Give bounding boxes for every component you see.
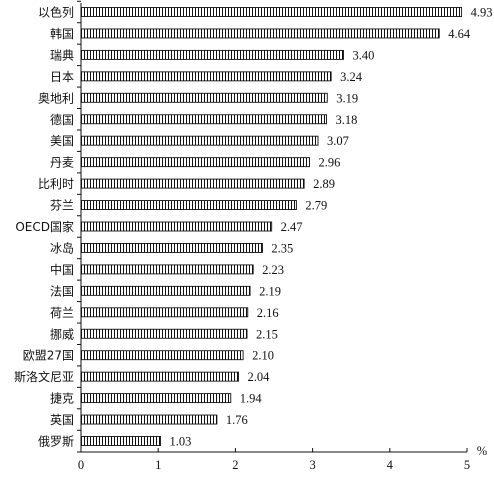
value-label: 1.94 <box>240 392 263 406</box>
bar <box>80 371 239 382</box>
bar <box>80 7 463 17</box>
bar <box>80 264 254 275</box>
value-label: 2.16 <box>257 306 279 320</box>
category-label: 比利时 <box>38 177 74 191</box>
bar <box>80 285 251 296</box>
category-label: 芬兰 <box>50 199 74 213</box>
value-label: 4.93 <box>471 6 493 20</box>
value-label: 3.07 <box>327 134 349 148</box>
value-label: 2.23 <box>262 263 284 277</box>
value-label: 2.79 <box>305 199 327 213</box>
bar <box>80 135 319 146</box>
value-label: 2.04 <box>247 370 270 384</box>
bar <box>80 114 327 125</box>
value-label: 2.10 <box>252 349 274 363</box>
category-label: 韩国 <box>50 26 74 41</box>
category-label: 荷兰 <box>50 306 74 320</box>
category-label: 冰岛 <box>50 240 74 255</box>
value-label: 2.15 <box>256 327 278 341</box>
category-label: 英国 <box>50 413 74 427</box>
value-label: 3.18 <box>335 113 357 127</box>
bar-series: 4.934.64 3.40 3.24 3.19 3.18 3.07 2.96 2.89 2.79… <box>80 6 493 449</box>
bar <box>80 328 248 339</box>
value-label: 2.47 <box>281 220 303 234</box>
value-label: 2.96 <box>319 156 341 170</box>
category-label: 法国 <box>50 284 74 298</box>
bar <box>80 28 440 39</box>
x-tick-label: 4 <box>387 458 394 472</box>
x-tick-label: 5 <box>464 458 470 472</box>
value-label: 2.19 <box>259 284 281 298</box>
bar <box>80 221 273 232</box>
x-axis-unit-label: % <box>477 444 487 458</box>
x-tick-label: 2 <box>232 458 238 472</box>
value-label: 2.89 <box>313 177 335 191</box>
value-label: 4.64 <box>448 27 471 41</box>
value-label: 2.35 <box>271 241 293 255</box>
bar <box>80 178 305 189</box>
value-label: 3.40 <box>352 48 374 62</box>
category-label: 捷克 <box>50 392 74 406</box>
category-label: 中国 <box>50 262 74 277</box>
category-label: 丹麦 <box>50 156 74 170</box>
x-tick-label: 3 <box>309 458 315 472</box>
bar <box>80 307 249 318</box>
bar <box>80 350 244 361</box>
value-label: 1.03 <box>170 435 192 449</box>
category-label: OECD国家 <box>15 219 74 234</box>
value-label: 1.76 <box>226 413 248 427</box>
category-label: 美国 <box>50 134 74 148</box>
bar <box>80 49 344 60</box>
category-label: 瑞典 <box>50 48 74 62</box>
bar <box>80 242 263 253</box>
category-label: 德国 <box>50 112 74 127</box>
category-label: 以色列 <box>38 6 74 20</box>
value-label: 3.19 <box>336 91 358 105</box>
bar <box>80 436 161 446</box>
bar <box>80 414 218 425</box>
bar <box>80 157 310 168</box>
x-tick-label: 0 <box>78 458 84 472</box>
bar <box>80 92 328 103</box>
x-tick-label: 1 <box>155 458 161 472</box>
bar <box>80 71 332 82</box>
category-label: 斯洛文尼亚 <box>14 369 74 384</box>
category-label: 奥地利 <box>38 91 74 105</box>
category-label: 挪威 <box>50 327 74 341</box>
category-label: 俄罗斯 <box>38 435 74 449</box>
category-label: 欧盟27国 <box>23 349 74 363</box>
bar <box>80 393 232 404</box>
category-label: 日本 <box>50 70 74 84</box>
bar <box>80 200 297 211</box>
value-label: 3.24 <box>340 70 363 84</box>
value-axis: 0 1 2 3 4 5 <box>78 448 470 472</box>
